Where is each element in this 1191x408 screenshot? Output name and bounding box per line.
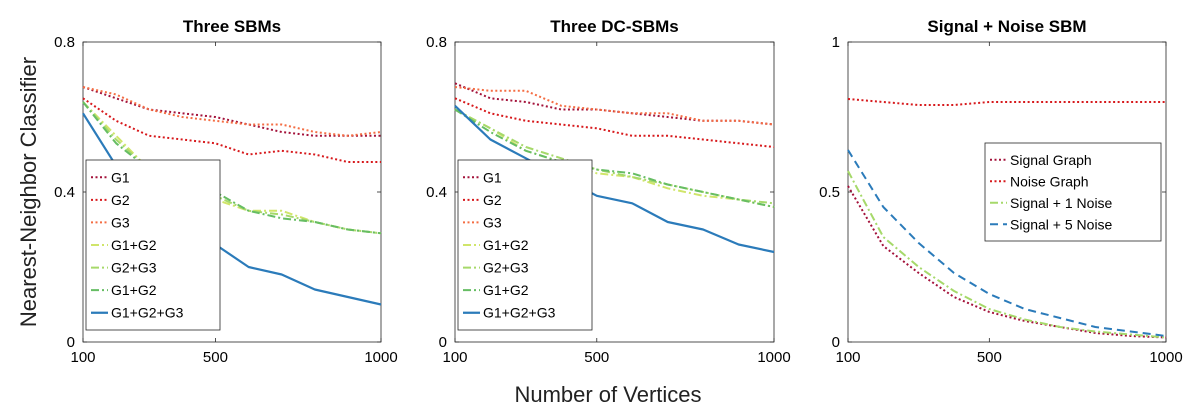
- chart-panel-2: Three DC-SBMs 100 500 1000 0 0.4 0.8 G1 G2 G3 G1+G…: [426, 17, 791, 366]
- chart-panel-3: Signal + Noise SBM 100 500 1000 0 0.5 1 Signal …: [819, 17, 1183, 366]
- legend-label: G3: [111, 214, 130, 230]
- legend-label: G1+G2: [111, 282, 157, 298]
- chart-title: Signal + Noise SBM: [927, 17, 1086, 36]
- y-axis-label: Nearest-Neighbor Classifier: [16, 57, 41, 327]
- legend-label: Signal + 5 Noise: [1010, 216, 1113, 232]
- x-tick-label: 500: [584, 349, 609, 366]
- series-line-3: [82, 86, 382, 137]
- y-tick-label: 0.5: [819, 184, 840, 201]
- y-tick-label: 0: [439, 334, 447, 351]
- legend-label: G1: [111, 169, 130, 185]
- legend-label: G1+G2+G3: [111, 305, 184, 321]
- legend-label: G2+G3: [483, 260, 529, 276]
- series-line-2: [82, 97, 381, 163]
- y-tick-label: 0: [67, 334, 75, 351]
- legend-label: Signal Graph: [1010, 152, 1092, 168]
- legend-label: G2: [483, 192, 502, 208]
- chart-panel-1: Three SBMs 100 500 1000 0 0.4 0.8 G1 G2 G3 G1+G2 G2…: [54, 17, 398, 366]
- legend-label: G1+G2: [111, 237, 157, 253]
- legend-label: Signal + 1 Noise: [1010, 195, 1113, 211]
- series-line-4: [847, 149, 1167, 337]
- x-tick-label: 100: [442, 349, 467, 366]
- series-line-3: [454, 86, 775, 126]
- series-line-7: [454, 105, 775, 254]
- x-tick-label: 1000: [364, 349, 397, 366]
- series-line-3: [847, 170, 1167, 339]
- series-line-6: [82, 101, 382, 235]
- x-tick-label: 100: [70, 349, 95, 366]
- y-tick-label: 0.4: [54, 184, 75, 201]
- series-line-1: [82, 86, 381, 137]
- legend-label: Noise Graph: [1010, 173, 1089, 189]
- series-line-1: [847, 185, 1167, 339]
- y-tick-label: 1: [832, 34, 840, 51]
- legend: G1 G2 G3 G1+G2 G2+G3 G1+G2 G1+G2+G3: [85, 159, 221, 331]
- y-tick-label: 0.8: [426, 34, 447, 51]
- legend-box: [984, 142, 1162, 242]
- legend-label: G1+G2: [483, 282, 529, 298]
- chart-title: Three DC-SBMs: [550, 17, 678, 36]
- y-tick-label: 0.8: [54, 34, 75, 51]
- legend: Signal Graph Noise Graph Signal + 1 Noise S…: [984, 142, 1162, 242]
- x-tick-label: 100: [835, 349, 860, 366]
- legend-label: G1+G2+G3: [483, 305, 556, 321]
- legend-label: G1: [483, 169, 502, 185]
- series-line-5: [454, 108, 775, 205]
- series-line-2: [454, 97, 775, 148]
- x-axis-label: Number of Vertices: [514, 382, 701, 407]
- legend-box: [457, 159, 593, 331]
- x-tick-label: 500: [203, 349, 228, 366]
- y-tick-label: 0.4: [426, 184, 447, 201]
- legend-label: G1+G2: [483, 237, 529, 253]
- y-tick-label: 0: [832, 334, 840, 351]
- series-line-2: [847, 98, 1166, 106]
- series-line-4: [454, 108, 775, 208]
- legend-label: G3: [483, 214, 502, 230]
- x-tick-label: 1000: [757, 349, 790, 366]
- legend-label: G2: [111, 192, 130, 208]
- chart-title: Three SBMs: [183, 17, 281, 36]
- legend-label: G2+G3: [111, 260, 157, 276]
- x-tick-label: 500: [977, 349, 1002, 366]
- legend-box: [85, 159, 221, 331]
- legend: G1 G2 G3 G1+G2 G2+G3 G1+G2 G1+G2+G3: [457, 159, 593, 331]
- x-tick-label: 1000: [1149, 349, 1182, 366]
